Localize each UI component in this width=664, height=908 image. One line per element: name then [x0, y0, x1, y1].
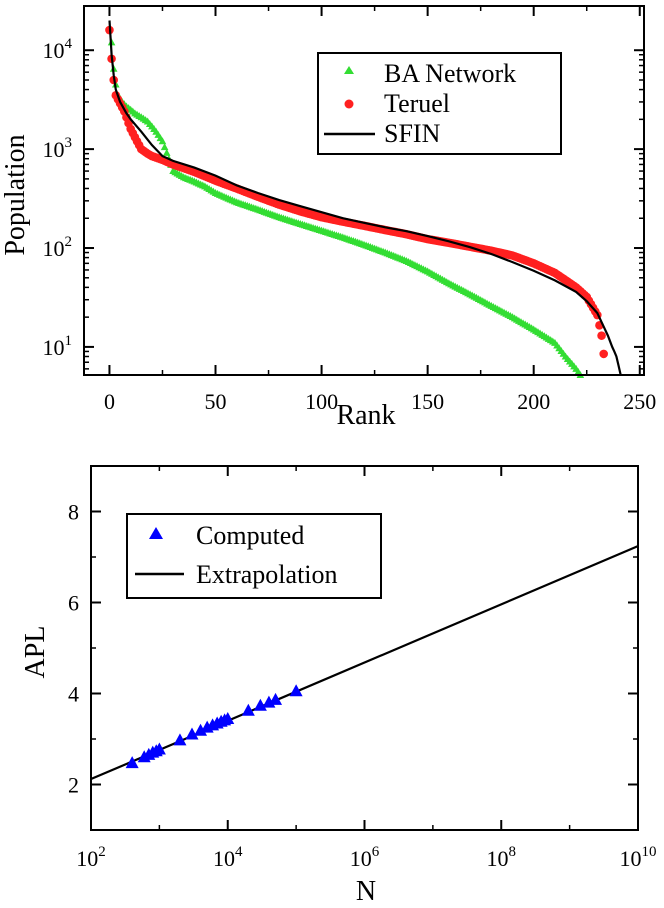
- top-x-tick-label: 200: [517, 389, 550, 414]
- bottom-y-tick-label: 6: [68, 591, 79, 616]
- computed-point: [269, 692, 283, 705]
- computed-point: [194, 723, 208, 736]
- ba-network-point: [160, 143, 169, 151]
- teruel-point: [599, 349, 608, 359]
- computed-point: [253, 698, 267, 711]
- top-x-tick-label: 150: [411, 389, 444, 414]
- top-x-tick-label: 100: [305, 389, 338, 414]
- top-y-tick-label: 103: [43, 135, 73, 162]
- top-legend-box: [317, 52, 562, 155]
- top-legend: BA Network Teruel SFIN: [317, 52, 562, 155]
- legend-marker-computed: [149, 527, 163, 539]
- top-panel: 0 50 100 150 200 250 101 102 103 104 Rank Populat…: [0, 5, 656, 431]
- legend-label-extrapolation: Extrapolation: [196, 560, 338, 589]
- top-y-tick-label: 102: [43, 234, 73, 261]
- top-x-tick-label: 250: [623, 389, 656, 414]
- top-y-tick-label: 101: [43, 333, 73, 360]
- bottom-y-tick-label: 4: [68, 682, 79, 707]
- bottom-x-tick-label: 1010: [620, 844, 657, 871]
- legend-marker-ba-network: [344, 66, 354, 74]
- bottom-x-tick-label: 104: [213, 844, 243, 871]
- ba-network-point: [158, 137, 167, 145]
- ba-network-point: [162, 148, 171, 156]
- computed-point: [152, 742, 166, 755]
- top-x-tick-label: 50: [205, 389, 227, 414]
- top-y-axis-label: Population: [0, 134, 31, 255]
- top-plot-frame: [83, 5, 645, 376]
- computed-point: [289, 684, 303, 697]
- sfin-line: [108, 20, 622, 376]
- bottom-y-tick-label: 8: [68, 500, 79, 525]
- legend-label-computed: Computed: [196, 521, 304, 550]
- top-axis-ticks: 0 50 100 150 200 250 101 102 103 104: [43, 6, 656, 414]
- legend-marker-teruel: [344, 99, 354, 109]
- bottom-panel: 102 104 106 108 1010 2 4 6 8 N APL Computed Extr…: [20, 465, 657, 907]
- bottom-legend: Computed Extrapolation: [126, 513, 382, 599]
- computed-point: [185, 727, 199, 740]
- bottom-x-tick-label: 106: [350, 844, 380, 871]
- computed-point: [125, 756, 139, 769]
- teruel-point: [597, 331, 606, 340]
- top-plot-data: [105, 20, 622, 378]
- bottom-x-tick-label: 102: [76, 844, 106, 871]
- top-y-tick-label: 104: [43, 36, 73, 63]
- legend-label-teruel: Teruel: [384, 89, 450, 118]
- bottom-legend-box: [126, 513, 382, 599]
- bottom-x-axis-label: N: [356, 876, 376, 907]
- bottom-axis-ticks: 102 104 106 108 1010 2 4 6 8: [68, 465, 657, 871]
- bottom-y-axis-label: APL: [20, 626, 51, 679]
- top-x-axis-label: Rank: [336, 400, 395, 431]
- bottom-x-tick-label: 108: [487, 844, 517, 871]
- top-x-tick-label: 0: [104, 389, 115, 414]
- computed-point: [173, 733, 187, 746]
- bottom-plot-data: [90, 545, 639, 781]
- legend-label-sfin: SFIN: [384, 119, 441, 148]
- computed-point: [241, 703, 255, 716]
- legend-label-ba-network: BA Network: [384, 59, 516, 88]
- computed-point: [221, 711, 235, 724]
- bottom-y-tick-label: 2: [68, 773, 79, 798]
